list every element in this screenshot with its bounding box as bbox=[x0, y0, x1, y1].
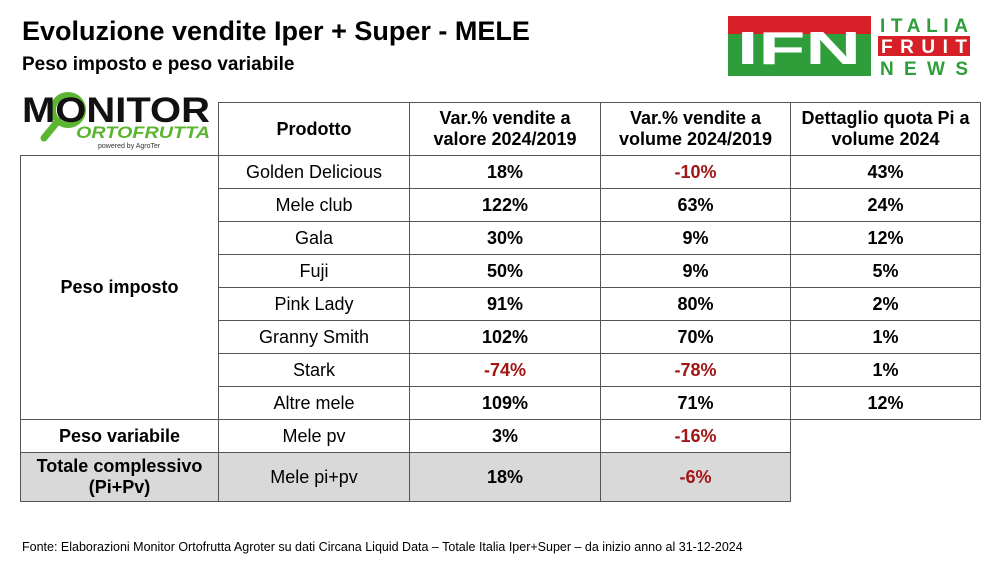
value-cell: -16% bbox=[600, 419, 791, 453]
group-label: Peso imposto bbox=[20, 155, 219, 420]
logo-powered: powered by AgroTer bbox=[98, 143, 161, 150]
value-cell: 91% bbox=[409, 287, 601, 321]
value-cell: -6% bbox=[600, 452, 791, 502]
ifn-line1: ITALIA bbox=[880, 16, 968, 37]
magnifier-handle bbox=[40, 117, 62, 142]
product-cell: Fuji bbox=[218, 254, 410, 288]
value-cell: 109% bbox=[409, 386, 601, 420]
column-header: Dettaglio quota Pi a volume 2024 bbox=[790, 102, 981, 156]
table-row: Gala 30% 9% 12% bbox=[21, 221, 981, 255]
title: Evoluzione vendite Iper + Super - MELE bbox=[22, 16, 530, 46]
logo-main: MONITOR bbox=[22, 91, 210, 130]
product-cell: Mele pv bbox=[218, 419, 410, 453]
value-cell: 12% bbox=[790, 386, 981, 420]
group-label: Peso variabile bbox=[20, 419, 219, 453]
value-cell: -74% bbox=[409, 353, 601, 387]
column-header: Var.% vendite a volume 2024/2019 bbox=[600, 102, 791, 156]
product-cell: Granny Smith bbox=[218, 320, 410, 354]
value-cell: -78% bbox=[600, 353, 791, 387]
value-cell: 9% bbox=[600, 221, 791, 255]
monitor-logo: MONITOR ORTOFRUTTA powered by AgroTer bbox=[22, 91, 210, 150]
value-cell: 30% bbox=[409, 221, 601, 255]
logo-sub: ORTOFRUTTA bbox=[76, 123, 210, 142]
value-cell: 18% bbox=[409, 452, 601, 502]
value-cell: 80% bbox=[600, 287, 791, 321]
product-cell: Mele pi+pv bbox=[218, 452, 410, 502]
sales-table: Prodotto Var.% vendite a valore 2024/2019… bbox=[20, 102, 981, 502]
value-cell: 50% bbox=[409, 254, 601, 288]
ifn-line3: NEWS bbox=[880, 59, 968, 78]
value-cell: 24% bbox=[790, 188, 981, 222]
column-header: Var.% vendite a valore 2024/2019 bbox=[409, 102, 601, 156]
product-cell: Golden Delicious bbox=[218, 155, 410, 189]
subtitle: Peso imposto e peso variabile bbox=[22, 54, 295, 75]
product-cell: Pink Lady bbox=[218, 287, 410, 321]
group-label: Totale complessivo (Pi+Pv) bbox=[20, 452, 219, 502]
value-cell: 102% bbox=[409, 320, 601, 354]
product-cell: Mele club bbox=[218, 188, 410, 222]
value-cell: 18% bbox=[409, 155, 601, 189]
value-cell: 1% bbox=[790, 353, 981, 387]
value-cell: -10% bbox=[600, 155, 791, 189]
product-cell: Stark bbox=[218, 353, 410, 387]
product-cell: Gala bbox=[218, 221, 410, 255]
table-row: Totale complessivo (Pi+Pv) Mele pi+pv 18% -… bbox=[20, 452, 981, 502]
ifn-line2: FRUIT bbox=[881, 37, 967, 58]
empty-cell bbox=[790, 452, 981, 502]
value-cell: 12% bbox=[790, 221, 981, 255]
value-cell: 2% bbox=[790, 287, 981, 321]
footer: Fonte: Elaborazioni Monitor Ortofrutta A… bbox=[22, 540, 743, 554]
value-cell: 70% bbox=[600, 320, 791, 354]
table-row: Peso imposto Golden Delicious 18% -10% 43% bbox=[20, 155, 981, 420]
value-cell: 5% bbox=[790, 254, 981, 288]
ifn-logo: IFN ITALIA FRUIT NEWS bbox=[728, 16, 970, 78]
magnifier bbox=[50, 92, 86, 128]
ifn-fruit-box bbox=[878, 36, 970, 56]
value-cell: 63% bbox=[600, 188, 791, 222]
table-row: Mele club 122% 63% 24% bbox=[21, 188, 981, 222]
value-cell: 3% bbox=[409, 419, 601, 453]
value-cell: 43% bbox=[790, 155, 981, 189]
product-cell: Altre mele bbox=[218, 386, 410, 420]
ifn-mark: IFN bbox=[737, 22, 861, 74]
value-cell: 122% bbox=[409, 188, 601, 222]
empty-cell bbox=[790, 419, 981, 453]
value-cell: 71% bbox=[600, 386, 791, 420]
value-cell: 9% bbox=[600, 254, 791, 288]
table-row: Altre mele 109% 71% 12% bbox=[21, 386, 981, 420]
header-row: Prodotto Var.% vendite a valore 2024/2019… bbox=[21, 102, 981, 156]
table-row: Granny Smith 102% 70% 1% bbox=[21, 320, 981, 354]
table-row: Peso variabile Mele pv 3% -16% bbox=[20, 419, 981, 453]
ifn-top bbox=[728, 16, 871, 34]
column-header: Prodotto bbox=[218, 102, 410, 156]
value-cell: 1% bbox=[790, 320, 981, 354]
blank-cell bbox=[21, 103, 219, 156]
table-row: Pink Lady 91% 80% 2% bbox=[21, 287, 981, 321]
